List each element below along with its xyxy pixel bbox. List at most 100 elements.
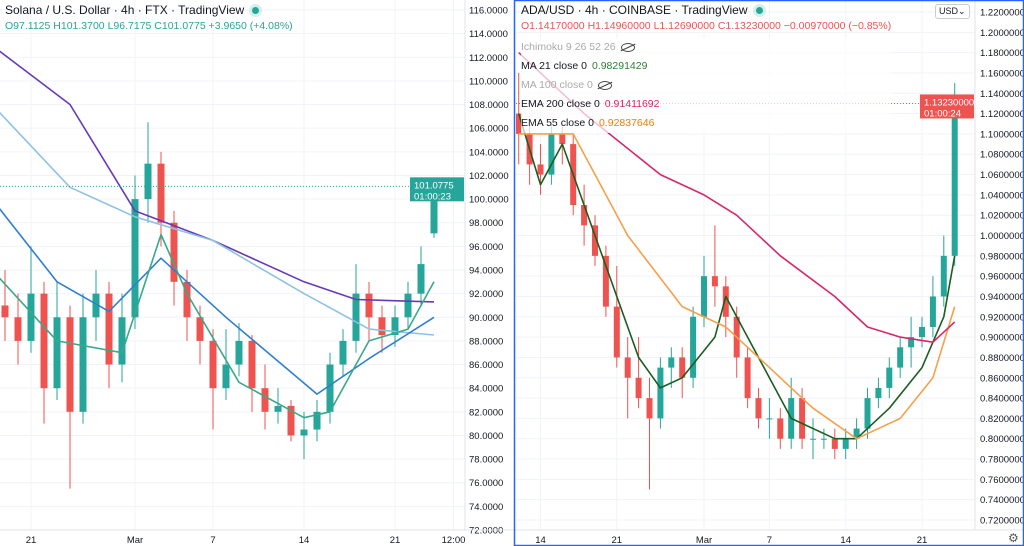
candle-body — [430, 186, 438, 234]
candle — [668, 347, 675, 388]
candle — [365, 281, 373, 341]
candle — [886, 357, 893, 399]
candle-body — [196, 317, 204, 341]
candle-body — [831, 438, 838, 449]
candle — [820, 428, 827, 449]
candle-body — [209, 340, 217, 389]
gear-icon[interactable]: ⚙ — [1008, 531, 1019, 545]
candle-body — [711, 276, 718, 287]
candle-body — [548, 133, 555, 175]
candle-body — [92, 293, 100, 318]
left-chart: 72.0000 74.0000 76.0000 78.0000 80.0000 82.00… — [0, 0, 509, 546]
candle-body — [274, 405, 282, 412]
x-tick-label: 14 — [535, 535, 546, 546]
candle — [897, 337, 904, 378]
candle — [657, 357, 664, 429]
candle — [66, 305, 74, 489]
indicator-label: MA 100 close 0 — [521, 79, 593, 91]
y-tick-label: 88.0000 — [469, 336, 503, 347]
left-open: O97.1125 — [5, 20, 51, 32]
y-tick-label: 94.0000 — [469, 266, 503, 277]
candle-body — [581, 205, 588, 226]
right-high: H1.14960000 — [587, 20, 651, 32]
candle-body — [326, 364, 334, 412]
candle — [755, 387, 762, 429]
right-open: O1.14170000 — [521, 20, 585, 32]
candle-body — [417, 264, 425, 294]
candle-body — [105, 293, 113, 365]
right-low: L1.12690000 — [653, 20, 715, 32]
candle — [908, 316, 915, 368]
indicator-legend-item[interactable]: MA 100 close 0 — [521, 76, 892, 95]
candle — [919, 316, 925, 348]
y-tick-label: 72.0000 — [469, 526, 503, 537]
y-tick-label: 1.00000000 — [980, 231, 1024, 242]
indicator-line — [0, 111, 435, 336]
indicator-line — [517, 113, 956, 440]
y-tick-label: 96.0000 — [469, 242, 503, 253]
candle-body — [864, 398, 871, 429]
x-tick-label: 14 — [840, 535, 851, 546]
eye-hidden-icon[interactable] — [597, 80, 612, 90]
candle-body — [766, 418, 773, 420]
candle — [352, 264, 360, 353]
candle-body — [897, 347, 904, 368]
candle — [222, 329, 230, 400]
indicator-legend-item[interactable]: EMA 200 close 0 0.91411692 — [521, 95, 892, 114]
candle-body — [170, 222, 178, 282]
chevron-down-icon: ⌄ — [958, 6, 966, 16]
y-tick-label: 108.0000 — [469, 100, 509, 111]
bar-countdown: 01:00:24 — [924, 108, 961, 119]
y-tick-label: 1.14000000 — [980, 89, 1024, 100]
candle-body — [313, 411, 321, 430]
right-chart-title: ADA/USD · 4h · COINBASE · TradingView — [521, 3, 748, 17]
indicator-legend-item[interactable]: EMA 55 close 0 0.92837646 — [521, 114, 892, 133]
right-close: C1.13230000 — [717, 20, 781, 32]
y-tick-label: 1.06000000 — [980, 170, 1024, 181]
candle — [287, 400, 295, 442]
indicator-legend-item[interactable]: Ichimoku 9 26 52 26 — [521, 38, 892, 57]
y-tick-label: 1.02000000 — [980, 211, 1024, 222]
candle — [378, 305, 386, 353]
eye-hidden-icon[interactable] — [620, 42, 635, 52]
indicator-line — [0, 207, 435, 395]
candle — [864, 387, 871, 439]
indicator-line — [0, 233, 435, 419]
candle — [624, 337, 631, 419]
last-price-value: 1.13230000 — [924, 97, 974, 108]
right-change: −0.00970000 (−0.85%) — [783, 20, 892, 32]
candle-body — [842, 438, 849, 449]
x-tick-label: 21 — [917, 535, 928, 546]
candle-body — [690, 316, 697, 378]
candle-body — [1, 305, 9, 318]
candle — [766, 398, 773, 439]
indicator-line — [0, 50, 435, 303]
candle-body — [668, 357, 675, 368]
candle — [744, 347, 751, 409]
y-tick-label: 114.0000 — [469, 29, 508, 40]
currency-selector[interactable]: USD⌄ — [935, 4, 970, 19]
candle-body — [27, 293, 35, 341]
candle-body — [799, 398, 806, 439]
candle — [875, 377, 882, 409]
candle-body — [679, 357, 686, 378]
indicator-legend-item[interactable]: MA 21 close 0 0.98291429 — [521, 57, 892, 76]
candle — [592, 215, 598, 266]
candle — [853, 418, 860, 449]
last-price-value: 101.0775 — [414, 180, 454, 191]
y-tick-label: 116.0000 — [469, 6, 508, 17]
candle-body — [300, 429, 308, 436]
candle-body — [144, 163, 152, 200]
left-low: L96.7175 — [107, 20, 152, 32]
candle-body — [635, 377, 642, 399]
candle-body — [744, 357, 751, 399]
plot-area — [0, 50, 438, 489]
y-tick-label: 74.0000 — [469, 502, 503, 513]
candle — [581, 184, 588, 246]
y-tick-label: 78.0000 — [469, 455, 503, 466]
